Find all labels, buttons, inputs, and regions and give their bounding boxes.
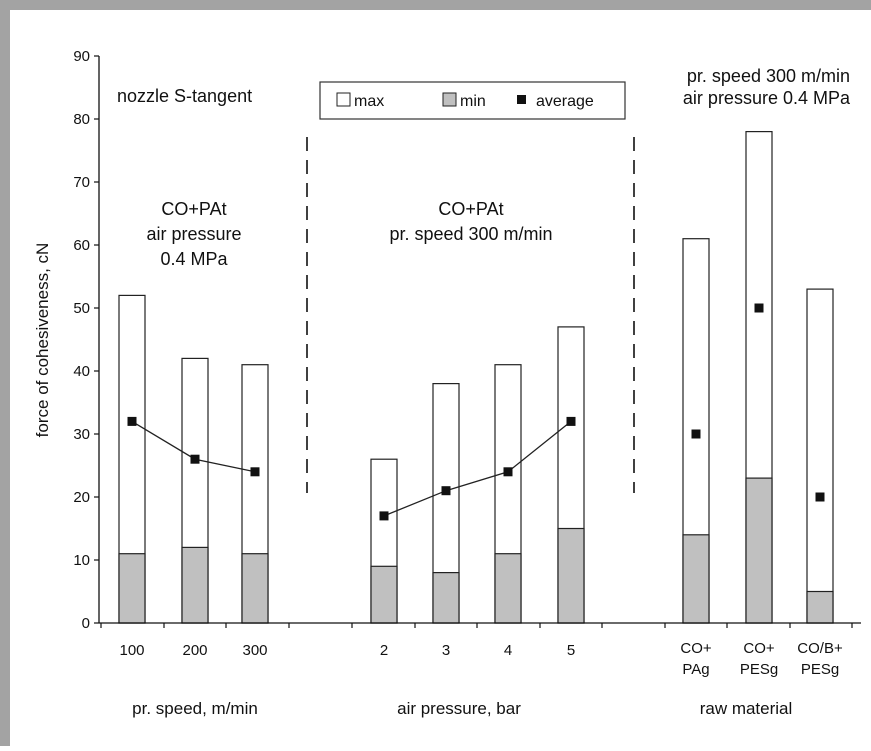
legend-swatch-min [442, 92, 457, 107]
x-tick-label: 100 [119, 642, 144, 659]
legend-box [319, 81, 626, 120]
bar-min [557, 527, 585, 624]
x-tick-label: 200 [182, 642, 207, 659]
legend-label-min: min [460, 93, 486, 110]
y-tick-label: 20 [73, 489, 90, 506]
average-point [815, 492, 825, 502]
y-tick-label: 80 [73, 111, 90, 128]
average-point [250, 467, 260, 477]
average-point [503, 467, 513, 477]
average-point [379, 511, 389, 521]
y-tick-label: 30 [73, 426, 90, 443]
y-tick-label: 10 [73, 552, 90, 569]
legend-swatch-max [336, 92, 351, 107]
bar-min [432, 571, 460, 624]
group3-annotation: air pressure 0.4 MPa [683, 88, 851, 108]
x-tick-label: 5 [567, 642, 575, 659]
average-point [441, 486, 451, 496]
cohesiveness-chart: 0 10 20 30 40 50 60 70 80 90 force of cohesivenes… [33, 48, 861, 718]
average-point [566, 416, 576, 426]
y-tick-label: 70 [73, 174, 90, 191]
x-tick-label: CO/B+ [797, 640, 843, 657]
group1-annotation: 0.4 MPa [160, 249, 228, 269]
x-tick-label: CO+ [680, 640, 712, 657]
group2-annotation: pr. speed 300 m/min [389, 224, 552, 244]
x-tick-label: 4 [504, 642, 512, 659]
bar-max [806, 288, 834, 624]
group-axis-label: air pressure, bar [397, 699, 521, 718]
average-point [127, 416, 137, 426]
y-tick-label: 50 [73, 300, 90, 317]
bar-min [241, 553, 269, 624]
group3-annotation: pr. speed 300 m/min [687, 66, 850, 86]
group2-annotation: CO+PAt [438, 199, 503, 219]
x-tick-label: 300 [242, 642, 267, 659]
x-tick-label: PESg [740, 661, 778, 678]
bar-min [745, 477, 773, 624]
x-tick-label: PAg [682, 661, 709, 678]
group1-annotation: CO+PAt [161, 199, 226, 219]
x-tick-label: CO+ [743, 640, 775, 657]
x-tick-label: PESg [801, 661, 839, 678]
y-tick-label: 90 [73, 48, 90, 65]
group-axis-label: pr. speed, m/min [132, 699, 258, 718]
bar-min [682, 534, 710, 624]
y-tick-label: 40 [73, 363, 90, 380]
bar-min [806, 590, 834, 624]
y-axis-label: force of cohesiveness, cN [33, 243, 52, 438]
bar-min [118, 553, 146, 624]
x-tick-label: 2 [380, 642, 388, 659]
y-tick-label: 0 [82, 615, 90, 632]
x-tick-label: 3 [442, 642, 450, 659]
legend-label-average: average [536, 93, 594, 110]
group-axis-label: raw material [700, 699, 793, 718]
nozzle-annotation: nozzle S-tangent [117, 86, 252, 106]
average-point [754, 303, 764, 313]
legend-swatch-average [517, 95, 526, 104]
bar-min [181, 546, 209, 624]
bar-min [370, 565, 398, 624]
average-point [190, 454, 200, 464]
group1-annotation: air pressure [146, 224, 241, 244]
average-line [383, 420, 572, 517]
legend-label-max: max [354, 93, 384, 110]
y-tick-label: 60 [73, 237, 90, 254]
average-point [691, 429, 701, 439]
bar-min [494, 553, 522, 624]
